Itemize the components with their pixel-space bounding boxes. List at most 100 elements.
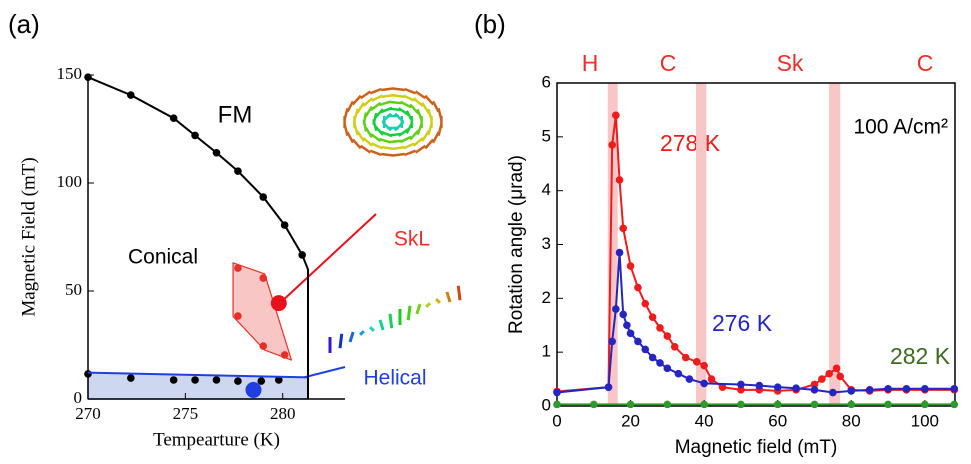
y-tick-label: 1 bbox=[542, 342, 551, 361]
spin-arrow bbox=[379, 137, 392, 144]
point bbox=[692, 358, 701, 366]
series-line bbox=[87, 371, 309, 379]
point bbox=[553, 400, 561, 409]
point bbox=[612, 305, 620, 313]
spin-arrow bbox=[435, 298, 442, 304]
spin-arrow bbox=[404, 149, 417, 157]
spin-arrow bbox=[372, 112, 378, 126]
point bbox=[700, 361, 708, 370]
spin-arrow bbox=[351, 138, 362, 150]
point bbox=[608, 141, 616, 149]
point bbox=[619, 310, 628, 319]
spin-arrow bbox=[346, 131, 355, 144]
spin-arrow bbox=[404, 87, 417, 95]
point bbox=[169, 114, 178, 122]
x-tick-label: 80 bbox=[842, 411, 861, 430]
spin-arrow bbox=[421, 102, 430, 114]
point bbox=[169, 376, 178, 384]
point bbox=[619, 224, 628, 233]
series-label: 276 K bbox=[712, 310, 773, 336]
spin-arrow bbox=[369, 87, 382, 95]
point bbox=[902, 384, 911, 393]
spin-arrow bbox=[370, 101, 382, 112]
y-axis-label: Magnetic Field (mT) bbox=[18, 157, 39, 316]
spin-arrow bbox=[388, 313, 394, 329]
point bbox=[234, 264, 242, 272]
spin-arrow bbox=[394, 112, 405, 123]
point bbox=[257, 377, 266, 385]
spin-arrow bbox=[416, 122, 424, 136]
spin-arrow bbox=[368, 326, 375, 332]
point bbox=[553, 388, 561, 397]
point bbox=[836, 372, 845, 381]
spin-arrow bbox=[371, 142, 383, 150]
phase-label: Helical bbox=[363, 367, 426, 390]
spin-arrow bbox=[392, 87, 405, 92]
y-tick-label: 6 bbox=[542, 72, 551, 91]
spin-arrow bbox=[359, 144, 372, 154]
point bbox=[810, 400, 819, 409]
y-axis-label: Rotation angle (μrad) bbox=[506, 155, 527, 334]
spin-arrow bbox=[392, 93, 405, 99]
spin-arrow bbox=[351, 94, 362, 106]
y-tick-label: 150 bbox=[57, 64, 83, 83]
point bbox=[641, 299, 650, 308]
point bbox=[84, 370, 92, 378]
x-tick-label: 20 bbox=[621, 411, 640, 430]
panel-label: (b) bbox=[474, 9, 506, 39]
spin-arrow bbox=[456, 285, 462, 301]
shaded-region bbox=[696, 83, 707, 406]
point bbox=[884, 400, 892, 409]
spin-arrow bbox=[414, 90, 427, 100]
phase-label: H bbox=[582, 50, 599, 76]
spin-arrow bbox=[409, 103, 420, 115]
series-line bbox=[87, 76, 304, 256]
point bbox=[212, 376, 221, 384]
spin-arrow bbox=[414, 144, 427, 154]
spin-arrow bbox=[406, 305, 412, 321]
point bbox=[865, 386, 874, 394]
spin-arrow bbox=[427, 108, 433, 121]
phase-label: Conical bbox=[128, 246, 198, 269]
x-tick-label: 270 bbox=[75, 404, 101, 423]
point bbox=[950, 400, 959, 409]
x-tick-label: 40 bbox=[695, 411, 714, 430]
point bbox=[847, 387, 856, 395]
spin-arrow bbox=[421, 130, 430, 142]
point bbox=[832, 364, 841, 373]
point bbox=[663, 400, 672, 409]
spin-arrow bbox=[358, 330, 365, 336]
spin-arrow bbox=[392, 152, 405, 157]
point bbox=[615, 176, 624, 184]
point bbox=[685, 375, 694, 383]
x-axis-label: Tempearture (K) bbox=[153, 429, 280, 450]
series-line bbox=[301, 254, 310, 399]
point bbox=[737, 400, 745, 409]
point bbox=[847, 400, 856, 409]
spin-arrow bbox=[405, 122, 414, 134]
spin-arrow bbox=[356, 102, 365, 114]
point bbox=[280, 221, 289, 229]
spin-arrow bbox=[370, 132, 382, 143]
point bbox=[608, 337, 616, 346]
point bbox=[234, 377, 242, 385]
point bbox=[670, 342, 679, 351]
spin-arrow bbox=[380, 130, 393, 138]
point bbox=[612, 111, 620, 120]
point bbox=[191, 376, 199, 384]
spin-arrow bbox=[381, 152, 394, 157]
series-line bbox=[556, 252, 955, 394]
point bbox=[718, 383, 727, 391]
phase-label: C bbox=[660, 50, 677, 76]
x-tick-label: 100 bbox=[911, 411, 939, 430]
spin-arrow bbox=[362, 97, 374, 108]
point bbox=[825, 369, 833, 378]
point bbox=[626, 329, 635, 338]
spin-arrow bbox=[378, 319, 385, 331]
point bbox=[589, 400, 598, 409]
x-tick-label: 0 bbox=[552, 411, 561, 430]
point bbox=[212, 148, 221, 157]
y-tick-label: 5 bbox=[542, 126, 551, 145]
region-fill bbox=[232, 262, 293, 361]
